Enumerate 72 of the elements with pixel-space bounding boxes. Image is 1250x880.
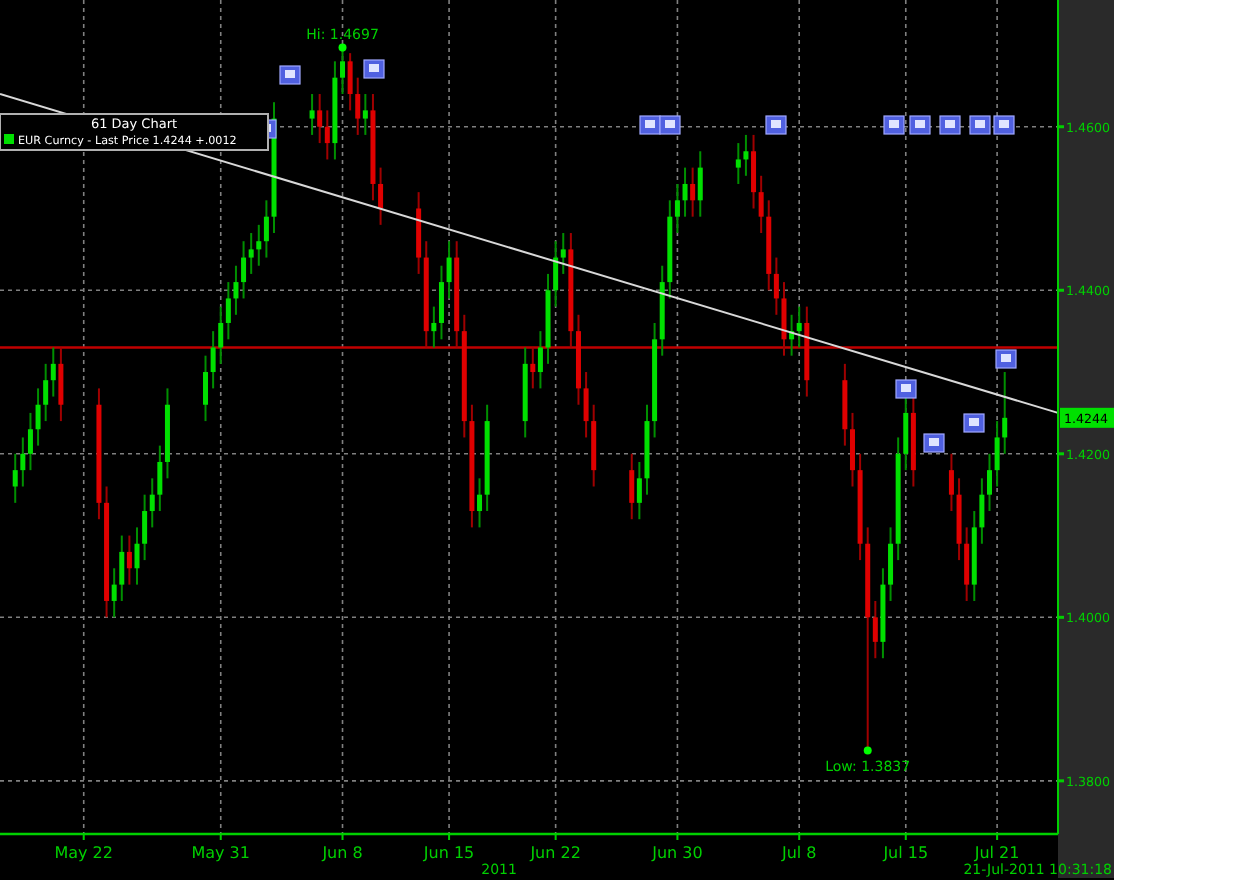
candlestick [872, 599, 878, 660]
candlestick [27, 411, 33, 472]
x-tick-label: Jun 15 [421, 844, 475, 862]
candlestick [629, 452, 635, 521]
candlestick [758, 174, 764, 235]
candlestick [735, 142, 741, 185]
x-tick-label: May 31 [191, 844, 250, 862]
candlestick [537, 330, 543, 390]
candlestick [225, 281, 231, 341]
candlestick [241, 240, 247, 300]
candlestick [796, 305, 802, 349]
candlestick [438, 264, 444, 341]
candlestick [324, 109, 330, 161]
candlestick [58, 346, 64, 423]
candlestick [987, 452, 992, 513]
candlestick [111, 567, 117, 619]
candlestick [1002, 371, 1008, 455]
candlestick [636, 460, 642, 521]
candlestick [751, 133, 757, 210]
candlestick [530, 346, 536, 390]
candlestick [12, 452, 18, 504]
candlestick [994, 420, 1000, 488]
candlestick [446, 240, 452, 300]
candlestick [682, 166, 688, 218]
candlestick [142, 493, 148, 562]
candlestick [583, 371, 589, 439]
candlestick [903, 395, 909, 472]
candlestick [553, 240, 559, 308]
candlestick [347, 52, 353, 112]
x-tick-label: Jul 8 [779, 844, 817, 862]
candlestick [362, 93, 368, 136]
candlestick [477, 477, 483, 529]
candlestick [210, 330, 216, 390]
candlestick [35, 387, 41, 447]
candlestick [203, 354, 209, 423]
candlestick [233, 264, 239, 316]
candlestick [964, 526, 970, 602]
candlestick [126, 534, 132, 586]
x-tick-label: Jul 21 [972, 844, 1020, 862]
candlestick [560, 232, 566, 275]
candlestick [134, 526, 140, 586]
candlestick [979, 477, 985, 545]
candlestick [674, 182, 680, 235]
candlestick [20, 436, 26, 488]
x-tick-label: Jul 15 [881, 844, 929, 862]
candlestick [309, 93, 315, 136]
candlestick [849, 411, 855, 488]
candlestick [248, 232, 254, 275]
candlestick [773, 256, 779, 316]
candlestick [378, 166, 384, 226]
candlestick [431, 305, 437, 349]
candlestick [43, 362, 49, 423]
candlestick [317, 93, 323, 145]
candlestick [157, 444, 163, 513]
candlestick [256, 223, 262, 267]
candlestick [355, 76, 361, 136]
candlestick [263, 199, 269, 259]
candlestick [340, 46, 346, 96]
candlestick [149, 477, 155, 529]
candlestick [781, 281, 787, 357]
x-tick-label: May 22 [54, 844, 113, 862]
candlestick [948, 452, 954, 513]
x-tick-label: Jun 30 [650, 844, 703, 862]
candlestick [743, 133, 749, 177]
x-tick-label: Jun 22 [528, 844, 581, 862]
x-tick-label: Jun 8 [320, 844, 363, 862]
candlestick [218, 305, 224, 365]
candlestick [690, 166, 696, 218]
candlestick [888, 526, 894, 602]
candlestick [119, 534, 125, 602]
candlestick [50, 346, 56, 398]
candlestick [697, 150, 703, 218]
